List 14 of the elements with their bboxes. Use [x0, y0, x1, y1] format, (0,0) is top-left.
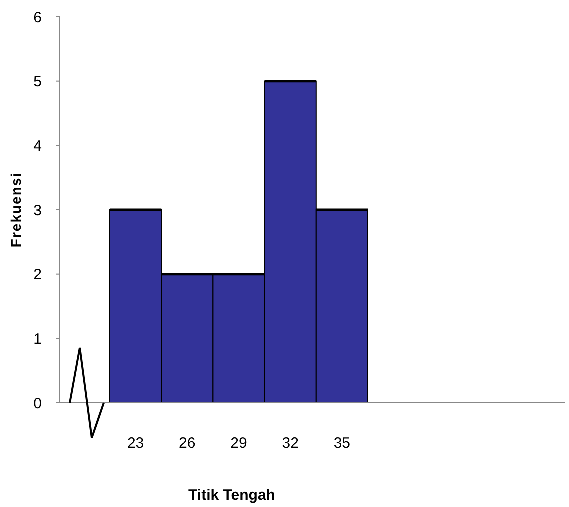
y-tick-label: 6	[34, 9, 42, 26]
x-tick-label: 29	[230, 435, 248, 452]
x-tick-label: 23	[127, 435, 144, 452]
y-tick-label: 2	[34, 266, 42, 284]
x-tick-label: 35	[334, 435, 351, 452]
y-tick-label: 4	[34, 138, 42, 155]
y-tick-label: 3	[34, 202, 42, 220]
y-tick-label: 0	[34, 395, 42, 412]
y-axis-title: Frekuensi	[8, 172, 24, 248]
y-tick-label: 1	[34, 330, 42, 348]
x-axis-title: Titik Tengah	[188, 487, 276, 504]
y-tick-label: 5	[34, 74, 42, 91]
x-tick-label: 26	[179, 435, 196, 452]
x-tick-label: 32	[282, 435, 299, 452]
